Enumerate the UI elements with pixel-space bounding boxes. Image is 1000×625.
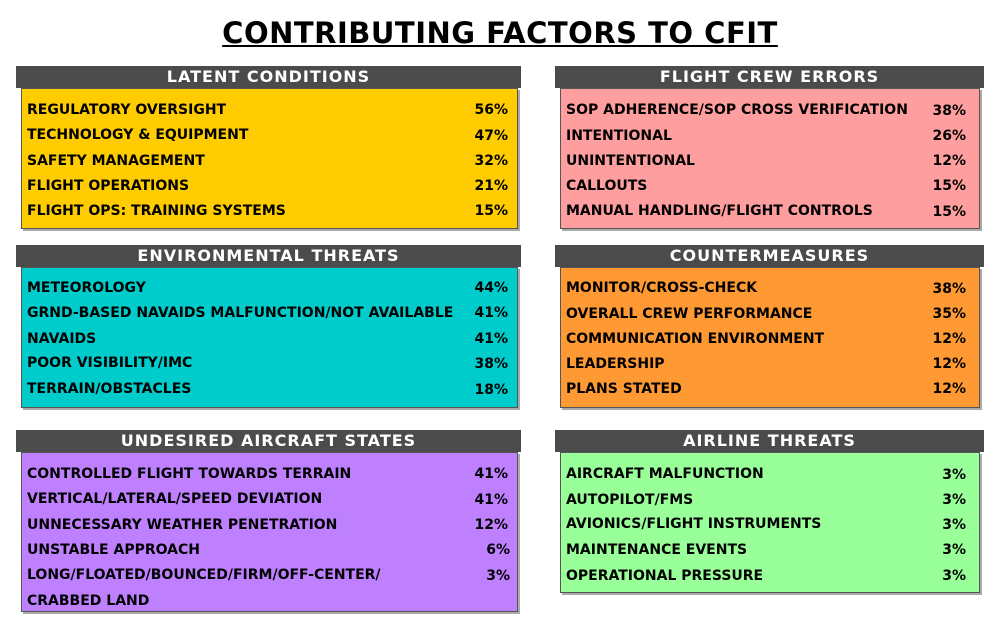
panel-body: CONTROLLED FLIGHT TOWARDS TERRAIN 41% VE… <box>21 452 518 612</box>
factor-label: PLANS STATED <box>566 381 682 397</box>
panel-body: REGULATORY OVERSIGHT 56% TECHNOLOGY & EQ… <box>21 88 518 229</box>
factor-label: UNINTENTIONAL <box>566 153 695 169</box>
factor-label: COMMUNICATION ENVIRONMENT <box>566 331 825 347</box>
factor-value: 15% <box>932 178 966 194</box>
factor-label-continuation: CRABBED LAND <box>27 593 150 609</box>
panel-body: METEOROLOGY 44% GRND-BASED NAVAIDS MALFU… <box>21 267 518 408</box>
factor-label: INTENTIONAL <box>566 128 672 144</box>
factor-label: CONTROLLED FLIGHT TOWARDS TERRAIN <box>27 466 352 482</box>
panel-header: COUNTERMEASURES <box>555 245 984 267</box>
panel-countermeasures: COUNTERMEASURES MONITOR/CROSS-CHECK 38% … <box>555 245 984 411</box>
factor-label: TERRAIN/OBSTACLES <box>27 381 192 397</box>
factor-label: MONITOR/CROSS-CHECK <box>566 280 758 296</box>
factor-value: 41% <box>474 492 508 508</box>
panel-header: ENVIRONMENTAL THREATS <box>16 245 521 267</box>
factor-label: AVIONICS/FLIGHT INSTRUMENTS <box>566 516 822 532</box>
factor-label: METEOROLOGY <box>27 280 146 296</box>
panel-body: MONITOR/CROSS-CHECK 38% OVERALL CREW PER… <box>560 267 980 408</box>
panel-header: AIRLINE THREATS <box>555 430 984 452</box>
panel-environmental-threats: ENVIRONMENTAL THREATS METEOROLOGY 44% GR… <box>16 245 521 411</box>
panel-header: LATENT CONDITIONS <box>16 66 521 88</box>
factor-label: NAVAIDS <box>27 331 97 347</box>
factor-value: 15% <box>474 203 508 219</box>
panel-undesired-aircraft-states: UNDESIRED AIRCRAFT STATES CONTROLLED FLI… <box>16 430 521 615</box>
factor-value: 3% <box>486 568 510 584</box>
factor-label: MAINTENANCE EVENTS <box>566 542 748 558</box>
factor-value: 12% <box>932 356 966 372</box>
panel-header: UNDESIRED AIRCRAFT STATES <box>16 430 521 452</box>
factor-label: FLIGHT OPERATIONS <box>27 178 190 194</box>
factor-value: 3% <box>942 542 966 558</box>
factor-label: SAFETY MANAGEMENT <box>27 153 205 169</box>
factor-value: 35% <box>932 306 966 322</box>
factor-label: POOR VISIBILITY/IMC <box>27 355 193 371</box>
panel-body: AIRCRAFT MALFUNCTION 3% AUTOPILOT/FMS 3%… <box>560 452 980 593</box>
panel-airline-threats: AIRLINE THREATS AIRCRAFT MALFUNCTION 3% … <box>555 430 984 596</box>
factor-label: MANUAL HANDLING/FLIGHT CONTROLS <box>566 203 873 219</box>
factor-value: 12% <box>932 331 966 347</box>
factor-value: 12% <box>474 517 508 533</box>
factor-value: 41% <box>474 331 508 347</box>
factor-label: UNSTABLE APPROACH <box>27 542 200 558</box>
factor-label: AUTOPILOT/FMS <box>566 492 694 508</box>
factor-value: 3% <box>942 517 966 533</box>
factor-value: 3% <box>942 568 966 584</box>
panel-body: SOP ADHERENCE/SOP CROSS VERIFICATION 38%… <box>560 88 980 229</box>
factor-value: 18% <box>474 382 508 398</box>
factor-label: OVERALL CREW PERFORMANCE <box>566 306 813 322</box>
factor-value: 3% <box>942 467 966 483</box>
factor-value: 12% <box>932 153 966 169</box>
factor-value: 38% <box>932 281 966 297</box>
panel-latent-conditions: LATENT CONDITIONS REGULATORY OVERSIGHT 5… <box>16 66 521 232</box>
factor-value: 32% <box>474 153 508 169</box>
factor-label: CALLOUTS <box>566 178 648 194</box>
factor-label: VERTICAL/LATERAL/SPEED DEVIATION <box>27 491 323 507</box>
factor-label: REGULATORY OVERSIGHT <box>27 102 227 118</box>
factor-value: 15% <box>932 204 966 220</box>
factor-value: 6% <box>486 542 510 558</box>
factor-label: FLIGHT OPS: TRAINING SYSTEMS <box>27 203 286 219</box>
factor-value: 41% <box>474 305 508 321</box>
panel-flight-crew-errors: FLIGHT CREW ERRORS SOP ADHERENCE/SOP CRO… <box>555 66 984 232</box>
factor-value: 41% <box>474 466 508 482</box>
factor-label: OPERATIONAL PRESSURE <box>566 568 764 584</box>
factor-value: 38% <box>474 356 508 372</box>
factor-label: SOP ADHERENCE/SOP CROSS VERIFICATION <box>566 102 908 118</box>
factor-value: 38% <box>932 103 966 119</box>
factor-label: TECHNOLOGY & EQUIPMENT <box>27 127 249 143</box>
factor-value: 44% <box>474 280 508 296</box>
factor-value: 47% <box>474 128 508 144</box>
factor-value: 3% <box>942 492 966 508</box>
factor-value: 12% <box>932 381 966 397</box>
factor-value: 21% <box>474 178 508 194</box>
panel-header: FLIGHT CREW ERRORS <box>555 66 984 88</box>
factor-value: 26% <box>932 128 966 144</box>
factor-value: 56% <box>474 102 508 118</box>
factor-label: LEADERSHIP <box>566 356 665 372</box>
factor-label: UNNECESSARY WEATHER PENETRATION <box>27 517 338 533</box>
factor-label: GRND-BASED NAVAIDS MALFUNCTION/NOT AVAIL… <box>27 305 454 321</box>
factor-label: LONG/FLOATED/BOUNCED/FIRM/OFF-CENTER/ <box>27 567 381 583</box>
factor-label: AIRCRAFT MALFUNCTION <box>566 466 764 482</box>
page-title: CONTRIBUTING FACTORS TO CFIT <box>222 16 778 50</box>
